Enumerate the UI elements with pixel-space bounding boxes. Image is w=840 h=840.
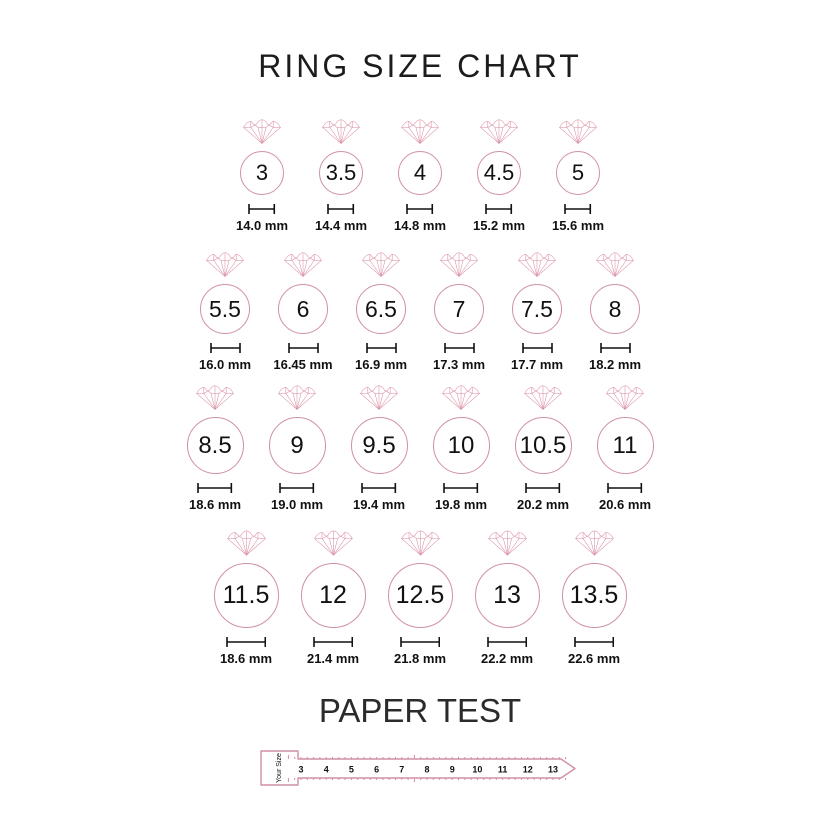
svg-text:5: 5 bbox=[349, 765, 354, 775]
svg-text:11: 11 bbox=[498, 765, 508, 775]
svg-text:6: 6 bbox=[374, 765, 379, 775]
svg-text:3: 3 bbox=[298, 765, 303, 775]
svg-text:13: 13 bbox=[548, 765, 558, 775]
svg-text:8: 8 bbox=[424, 765, 429, 775]
svg-text:9: 9 bbox=[450, 765, 455, 775]
svg-text:10: 10 bbox=[472, 765, 482, 775]
svg-text:4: 4 bbox=[324, 765, 329, 775]
svg-text:Your Size: Your Size bbox=[276, 753, 283, 783]
svg-text:12: 12 bbox=[523, 765, 533, 775]
svg-text:7: 7 bbox=[399, 765, 404, 775]
